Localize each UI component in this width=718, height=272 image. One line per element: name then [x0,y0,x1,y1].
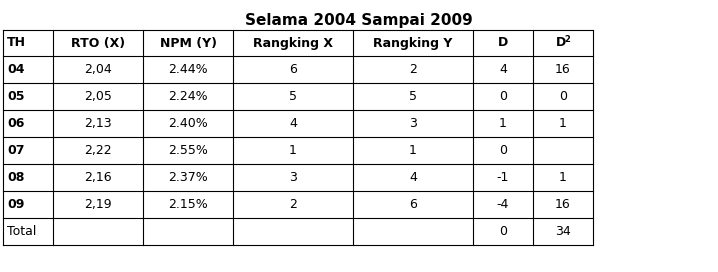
Text: 2: 2 [409,63,417,76]
Text: 6: 6 [409,198,417,211]
Text: 2,04: 2,04 [84,63,112,76]
Text: Total: Total [7,225,37,238]
Text: 2: 2 [289,198,297,211]
Text: 1: 1 [289,144,297,157]
Text: 2.55%: 2.55% [168,144,208,157]
Text: 4: 4 [289,117,297,130]
Text: 2.37%: 2.37% [168,171,208,184]
Text: 08: 08 [7,171,24,184]
Text: 6: 6 [289,63,297,76]
Text: Rangking Y: Rangking Y [373,36,452,50]
Text: 1: 1 [559,117,567,130]
Text: 3: 3 [289,171,297,184]
Text: 06: 06 [7,117,24,130]
Text: 5: 5 [409,90,417,103]
Text: RTO (X): RTO (X) [71,36,125,50]
Text: 3: 3 [409,117,417,130]
Text: 2: 2 [564,35,570,44]
Text: 0: 0 [499,90,507,103]
Text: 0: 0 [559,90,567,103]
Text: 2,05: 2,05 [84,90,112,103]
Text: 4: 4 [409,171,417,184]
Text: 34: 34 [555,225,571,238]
Text: 0: 0 [499,225,507,238]
Text: D: D [498,36,508,50]
Text: NPM (Y): NPM (Y) [159,36,217,50]
Text: 2.24%: 2.24% [168,90,208,103]
Text: 2.40%: 2.40% [168,117,208,130]
Text: -4: -4 [497,198,509,211]
Text: 07: 07 [7,144,24,157]
Text: 05: 05 [7,90,24,103]
Text: 1: 1 [559,171,567,184]
Text: 4: 4 [499,63,507,76]
Text: 2,19: 2,19 [84,198,112,211]
Text: TH: TH [7,36,26,50]
Text: 16: 16 [555,198,571,211]
Text: 09: 09 [7,198,24,211]
Text: 2.44%: 2.44% [168,63,208,76]
Text: D: D [556,36,566,50]
Text: 2.15%: 2.15% [168,198,208,211]
Text: Selama 2004 Sampai 2009: Selama 2004 Sampai 2009 [245,14,473,29]
Text: -1: -1 [497,171,509,184]
Text: 2,13: 2,13 [84,117,112,130]
Text: 0: 0 [499,144,507,157]
Text: Rangking X: Rangking X [253,36,333,50]
Text: 16: 16 [555,63,571,76]
Text: 1: 1 [409,144,417,157]
Text: 04: 04 [7,63,24,76]
Text: 2,16: 2,16 [84,171,112,184]
Text: 2,22: 2,22 [84,144,112,157]
Text: 1: 1 [499,117,507,130]
Text: 5: 5 [289,90,297,103]
